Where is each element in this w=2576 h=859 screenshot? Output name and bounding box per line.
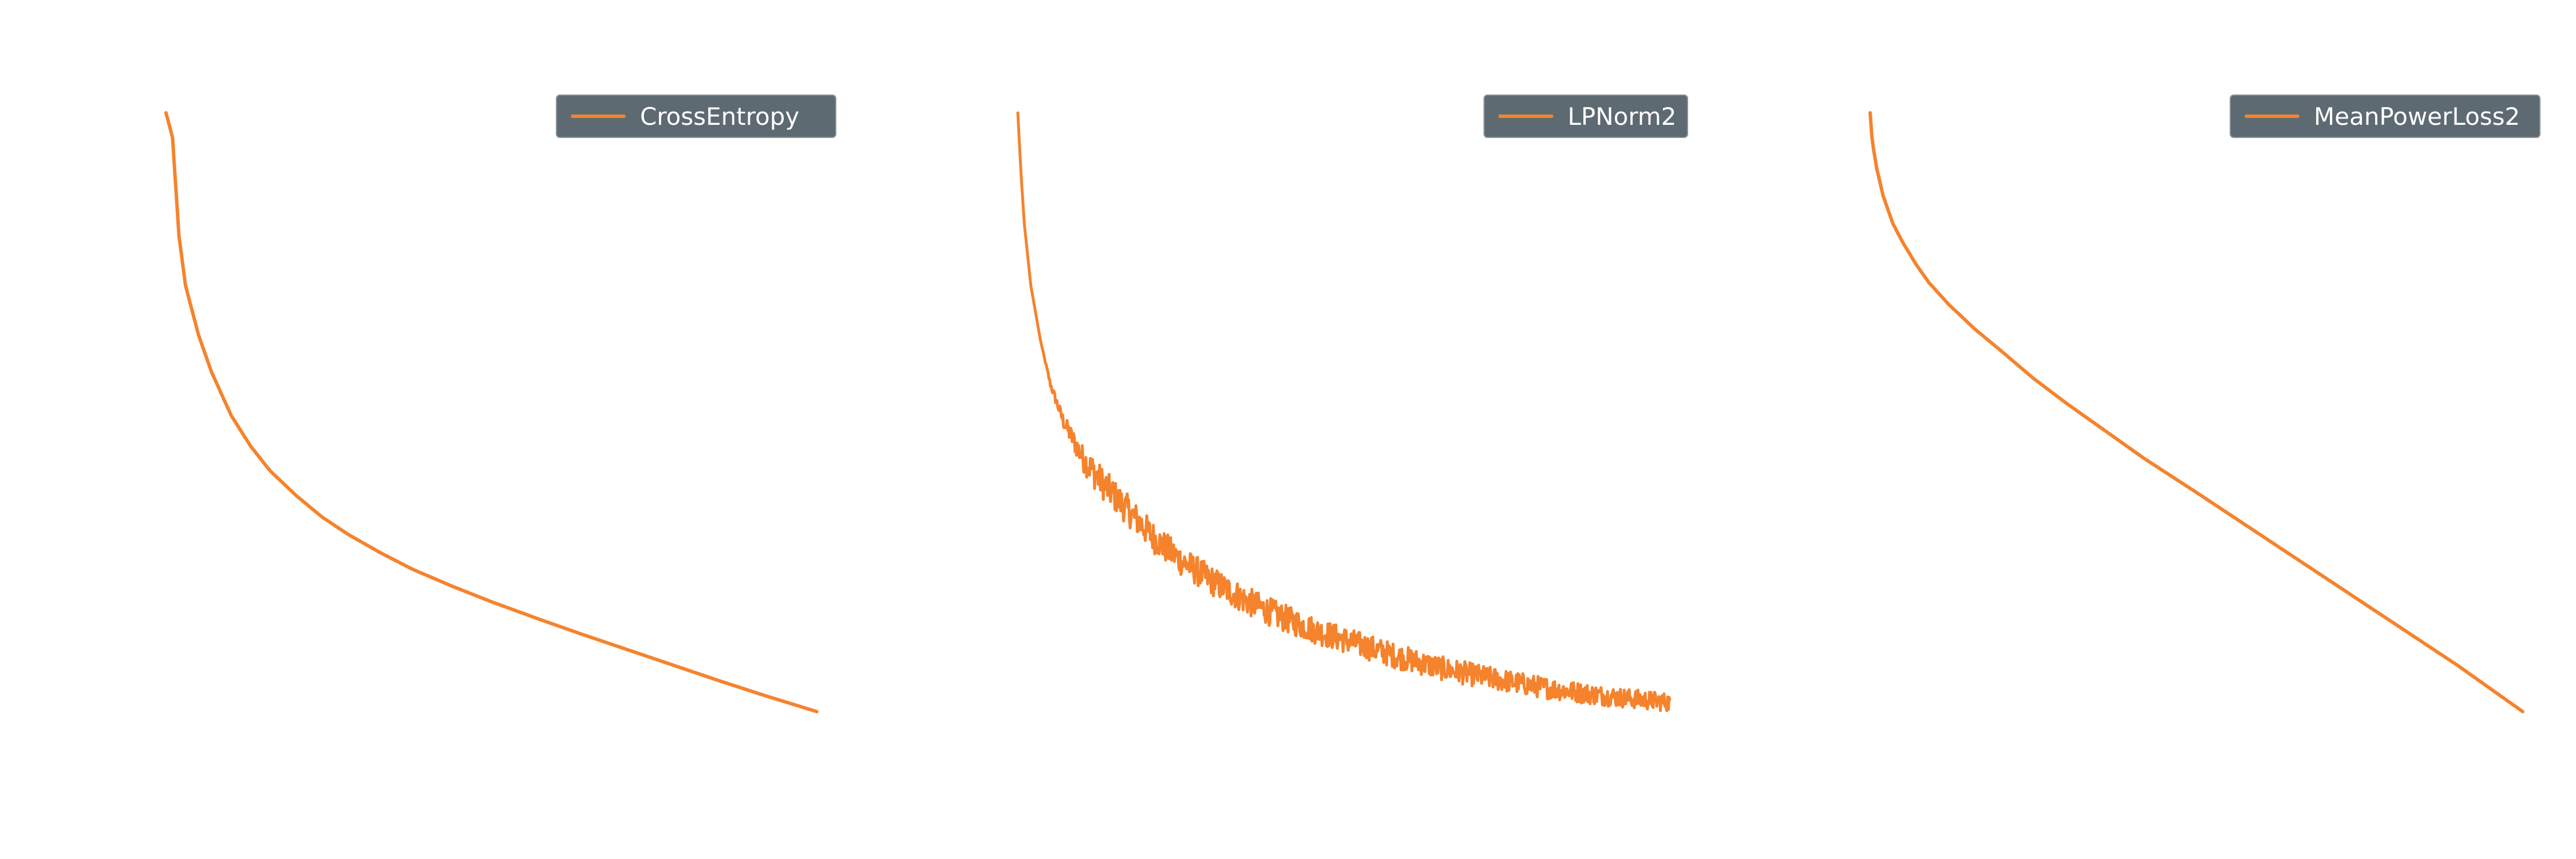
legend-box xyxy=(2230,94,2541,138)
legend-box xyxy=(556,94,836,138)
chart-panel-3: MeanPowerLoss2 xyxy=(1868,94,2541,714)
legend-label: CrossEntropy xyxy=(640,103,799,131)
legend-label: LPNorm2 xyxy=(1568,103,1677,131)
series-line-LPNorm2 xyxy=(1016,111,1672,712)
series-line-CrossEntropy xyxy=(164,111,819,714)
legend-label: MeanPowerLoss2 xyxy=(2314,103,2520,131)
series-line-MeanPowerLoss2 xyxy=(1868,111,2524,714)
legend-box xyxy=(1483,94,1688,138)
chart-panel-2: LPNorm2 xyxy=(1016,94,1688,712)
chart-panel-1: CrossEntropy xyxy=(164,94,836,714)
legend: CrossEntropy xyxy=(556,94,836,138)
legend: LPNorm2 xyxy=(1483,94,1688,138)
legend: MeanPowerLoss2 xyxy=(2230,94,2541,138)
